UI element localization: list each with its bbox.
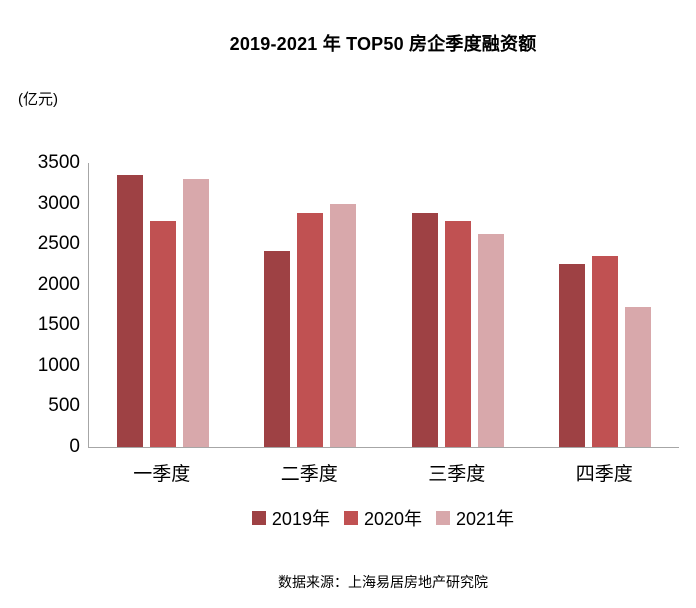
x-axis-label: 二季度 bbox=[280, 464, 338, 485]
bar-2019年-三季度 bbox=[411, 213, 438, 447]
bar-2020年-一季度 bbox=[149, 220, 176, 447]
y-axis-unit-label: (亿元) bbox=[18, 91, 58, 108]
legend-item-2020年: 2020年 bbox=[343, 505, 423, 531]
bar-group-3 bbox=[411, 213, 504, 447]
legend-swatch-icon bbox=[436, 511, 451, 525]
legend-swatch-icon bbox=[251, 511, 266, 525]
bar-2019年-一季度 bbox=[116, 175, 143, 447]
legend-item-2021年: 2021年 bbox=[436, 505, 514, 531]
x-axis-label: 一季度 bbox=[133, 464, 191, 485]
y-tick-label: 2000 bbox=[37, 273, 80, 295]
y-tick-label: 0 bbox=[69, 436, 80, 457]
bar-2021年-一季度 bbox=[182, 179, 209, 447]
legend-label: 2019年 bbox=[271, 509, 330, 529]
legend-swatch-icon bbox=[343, 511, 358, 525]
legend: 2019年 2020年 2021年 bbox=[88, 505, 678, 531]
bar-group-2 bbox=[264, 203, 357, 447]
bar-group-1 bbox=[116, 175, 209, 447]
x-axis-label: 三季度 bbox=[428, 464, 486, 485]
bar-2020年-二季度 bbox=[297, 213, 324, 447]
legend-item-2019年: 2019年 bbox=[251, 505, 330, 531]
y-tick-label: 3500 bbox=[37, 152, 80, 173]
y-tick-label: 1500 bbox=[37, 314, 80, 336]
plot-area bbox=[88, 163, 679, 448]
legend-label: 2021年 bbox=[456, 509, 515, 529]
chart-title: 2019-2021 年 TOP50 房企季度融资额 bbox=[229, 34, 537, 54]
bar-2020年-三季度 bbox=[444, 221, 471, 447]
bar-2019年-二季度 bbox=[264, 250, 291, 447]
y-tick-label: 500 bbox=[48, 395, 80, 417]
legend-label: 2020年 bbox=[363, 509, 423, 529]
x-axis-label: 四季度 bbox=[575, 464, 633, 485]
source-note: 数据来源：上海易居房地产研究院 bbox=[278, 574, 488, 590]
bar-2019年-四季度 bbox=[559, 263, 586, 447]
bar-group-4 bbox=[559, 256, 652, 447]
y-tick-label: 2500 bbox=[37, 233, 80, 255]
bar-2021年-二季度 bbox=[330, 203, 357, 447]
bar-2021年-三季度 bbox=[477, 234, 504, 447]
y-tick-label: 1000 bbox=[37, 354, 80, 376]
y-tick-label: 3000 bbox=[37, 192, 80, 214]
bar-2020年-四季度 bbox=[592, 256, 619, 447]
bar-2021年-四季度 bbox=[625, 307, 652, 447]
